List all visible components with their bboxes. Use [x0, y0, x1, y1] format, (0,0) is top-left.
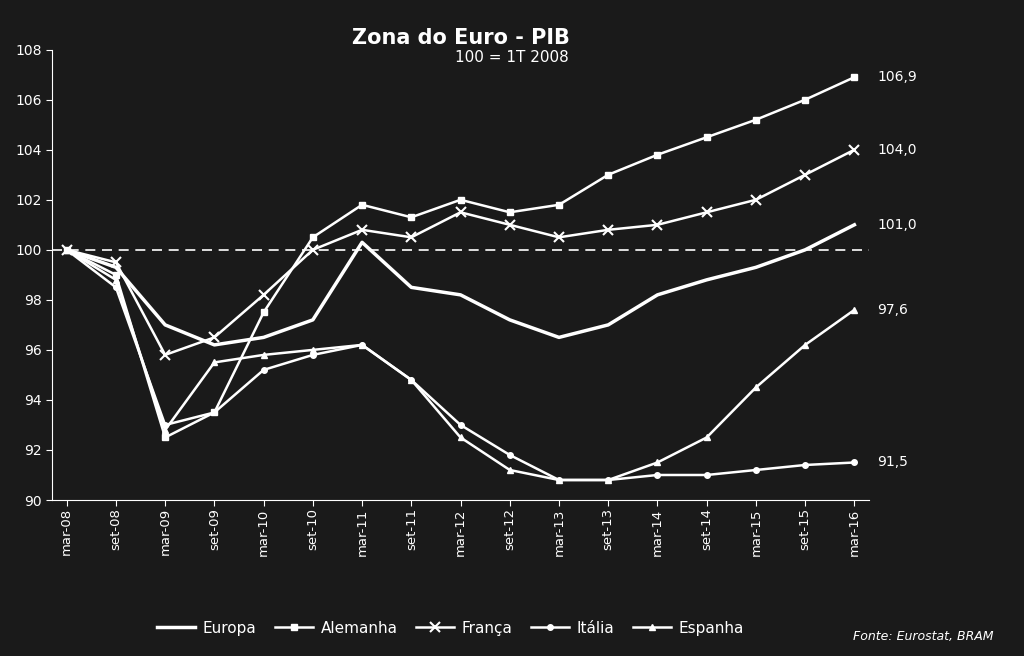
Text: 106,9: 106,9	[878, 70, 918, 84]
Text: 91,5: 91,5	[878, 455, 908, 470]
Text: 104,0: 104,0	[878, 143, 916, 157]
Text: 101,0: 101,0	[878, 218, 916, 232]
Legend: Europa, Alemanha, França, Itália, Espanha: Europa, Alemanha, França, Itália, Espanh…	[151, 615, 751, 642]
Text: 100 = 1T 2008: 100 = 1T 2008	[455, 51, 569, 66]
Text: Fonte: Eurostat, BRAM: Fonte: Eurostat, BRAM	[853, 630, 993, 643]
Text: 97,6: 97,6	[878, 303, 908, 317]
Title: Zona do Euro - PIB: Zona do Euro - PIB	[351, 28, 569, 48]
